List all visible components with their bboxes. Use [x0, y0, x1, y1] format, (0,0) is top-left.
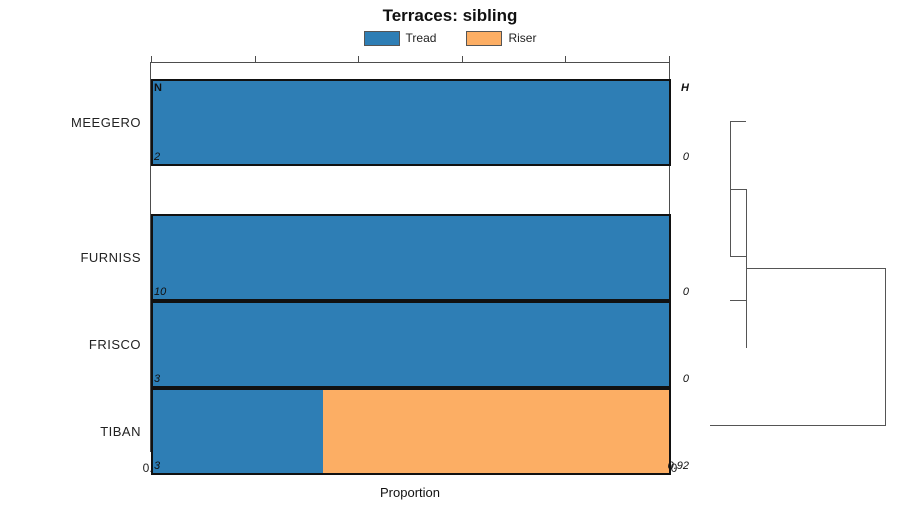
- n-value-furniss: 10: [154, 286, 166, 298]
- legend-swatch-riser: [466, 31, 502, 46]
- legend-swatch-tread: [364, 31, 400, 46]
- bar-segment-tread-meegero[interactable]: [151, 79, 671, 166]
- table-row: FURNISS 10 0: [151, 214, 671, 301]
- n-value-meegero: 2: [154, 151, 160, 163]
- dendro-line-tiban-horiz: [710, 425, 885, 426]
- legend-label-riser: Riser: [508, 31, 536, 45]
- dendro-line-final-vert: [885, 268, 886, 425]
- chart-title: Terraces: sibling: [0, 6, 900, 26]
- bar-segment-tread-tiban[interactable]: [151, 388, 323, 475]
- dendrogram: [710, 62, 890, 452]
- plot-area: 0.0 0.2 0.4 0.6 0.8 1.0 MEEGERO N 2 H 0 …: [150, 62, 670, 452]
- h-value-meegero: 0: [683, 151, 689, 163]
- terraces-sibling-chart: Terraces: sibling Tread Riser 0.0: [0, 0, 900, 520]
- h-value-frisco: 0: [683, 373, 689, 385]
- n-value-tiban: 3: [154, 460, 160, 472]
- table-row: MEEGERO N 2 H 0: [151, 79, 671, 166]
- legend-item-tread: Tread: [364, 31, 437, 46]
- h-value-tiban: 0.92: [668, 460, 689, 472]
- row-label-meegero: MEEGERO: [0, 79, 141, 166]
- dendro-line-cluster1-to-mf: [730, 189, 746, 190]
- bar-segment-tread-frisco[interactable]: [151, 301, 671, 388]
- row-label-tiban: TIBAN: [0, 388, 141, 475]
- dendro-filler2: [885, 425, 886, 426]
- dendro-line-furniss-tick: [730, 256, 746, 257]
- bar-segment-riser-tiban[interactable]: [323, 388, 671, 475]
- row-label-furniss: FURNISS: [0, 214, 141, 301]
- n-header-meegero: N: [154, 82, 162, 94]
- xaxis-title: Proportion: [150, 485, 670, 500]
- dendro-line-frisco-tick: [730, 300, 746, 301]
- legend-label-tread: Tread: [406, 31, 437, 45]
- row-label-frisco: FRISCO: [0, 301, 141, 388]
- dendro-line-cluster2-horiz: [746, 268, 885, 269]
- table-row: TIBAN 3 0.92: [151, 388, 671, 475]
- dendro-line-meegero-tick: [730, 121, 746, 122]
- h-header-meegero: H: [681, 82, 689, 94]
- h-value-furniss: 0: [683, 286, 689, 298]
- bar-segment-tread-furniss[interactable]: [151, 214, 671, 301]
- n-value-frisco: 3: [154, 373, 160, 385]
- legend: Tread Riser: [0, 28, 900, 48]
- legend-item-riser: Riser: [466, 31, 536, 46]
- table-row: FRISCO 3 0: [151, 301, 671, 388]
